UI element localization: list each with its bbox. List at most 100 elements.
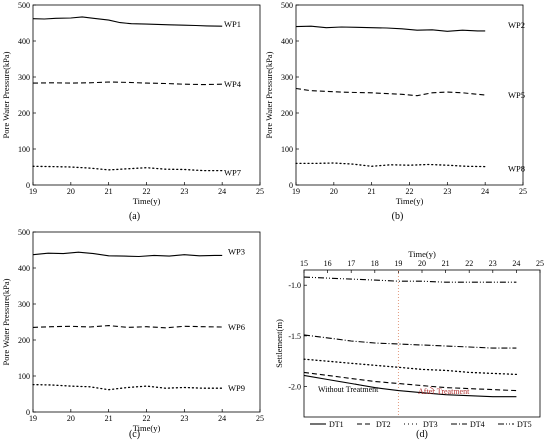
y-tick-label: 100 — [18, 372, 30, 381]
x-axis-label: Time(y) — [133, 196, 161, 206]
y-tick-label: 400 — [18, 264, 30, 273]
y-axis-label: Pore Water Pressure(kPa) — [1, 51, 11, 138]
x-tick-label: 25 — [256, 187, 264, 196]
series-line-wp1 — [32, 16, 223, 27]
series-label-wp7: WP7 — [224, 168, 241, 178]
x-tick-label: 16 — [324, 259, 332, 268]
panel-label: (d) — [416, 429, 428, 440]
legend-label-dt2: DT2 — [376, 420, 391, 429]
x-tick-label: 19 — [394, 259, 402, 268]
x-tick-label: 25 — [256, 414, 264, 423]
y-axis-label: Pore Water Pressure(kPa) — [264, 51, 274, 138]
series-label-wp9: WP9 — [228, 383, 245, 393]
y-tick-label: 200 — [18, 109, 30, 118]
y-tick-label: 300 — [18, 73, 30, 82]
x-tick-label: 23 — [180, 414, 188, 423]
x-tick-label: 21 — [368, 187, 376, 196]
x-tick-label: 21 — [105, 187, 113, 196]
legend: DT1 DT2 DT3 DT4 DT5 — [310, 420, 532, 429]
panel-label: (a) — [129, 211, 140, 222]
y-tick-label: 0 — [26, 181, 30, 190]
plot-frame — [32, 4, 261, 186]
series-line-wp9 — [32, 383, 223, 391]
series-label-wp1: WP1 — [224, 19, 241, 29]
x-tick-label: 22 — [143, 414, 151, 423]
x-tick-label: 24 — [481, 187, 489, 196]
y-tick-label: 0 — [26, 408, 30, 417]
panel-d: 15 16 17 18 19 20 21 22 23 24 25 -1.0 -1.5 -2.0 Time(y… — [274, 249, 544, 440]
y-tick-label: 300 — [18, 300, 30, 309]
legend-label-dt5: DT5 — [517, 420, 532, 429]
y-tick-label: 200 — [18, 336, 30, 345]
annotation-arrow — [354, 383, 364, 386]
legend-label-dt3: DT3 — [423, 420, 438, 429]
y-tick-label: -2.0 — [288, 383, 301, 392]
series-label-wp4: WP4 — [224, 79, 242, 89]
y-tick-label: 400 — [18, 37, 30, 46]
series-label-wp5: WP5 — [508, 90, 525, 100]
x-tick-label: 24 — [512, 259, 520, 268]
series-line-wp3 — [32, 251, 223, 258]
x-tick-label: 24 — [218, 187, 226, 196]
panel-label: (c) — [129, 429, 140, 440]
x-tick-label: 23 — [489, 259, 497, 268]
panel-b: 19 20 21 22 23 24 25 0 100 200 300 400 500 Time(y) Por… — [264, 1, 527, 222]
series-line-wp2 — [295, 25, 486, 32]
series-line-dt5 — [303, 276, 517, 283]
x-axis-label: Time(y) — [408, 249, 436, 259]
y-tick-label: -1.5 — [288, 332, 301, 341]
x-tick-label: 19 — [29, 187, 37, 196]
series-line-dt4 — [303, 334, 517, 349]
y-tick-label: 0 — [289, 181, 293, 190]
legend-label-dt4: DT4 — [470, 420, 485, 429]
y-axis-label: Settlement(m) — [274, 319, 284, 368]
x-tick-label: 20 — [418, 259, 426, 268]
x-tick-label: 23 — [180, 187, 188, 196]
series-line-dt1 — [303, 374, 517, 398]
x-tick-label: 19 — [29, 414, 37, 423]
x-axis-label: Time(y) — [133, 423, 161, 433]
y-tick-label: -1.0 — [288, 281, 301, 290]
x-tick-label: 18 — [371, 259, 379, 268]
series-line-wp5 — [295, 87, 486, 97]
panel-c: 19 20 21 22 23 24 25 0 100 200 300 400 500 Time(y) Por… — [1, 228, 264, 440]
x-tick-label: 25 — [536, 259, 544, 268]
x-tick-label: 23 — [443, 187, 451, 196]
x-tick-label: 15 — [300, 259, 308, 268]
x-tick-label: 22 — [406, 187, 414, 196]
y-tick-label: 500 — [18, 228, 30, 237]
series-line-dt2 — [303, 371, 517, 392]
x-tick-label: 21 — [442, 259, 450, 268]
y-tick-label: 100 — [18, 145, 30, 154]
x-tick-label: 19 — [292, 187, 300, 196]
legend-label-dt1: DT1 — [329, 420, 344, 429]
y-tick-label: 400 — [281, 37, 293, 46]
y-tick-label: 500 — [18, 1, 30, 10]
y-tick-label: 300 — [281, 73, 293, 82]
x-tick-label: 21 — [105, 414, 113, 423]
x-tick-label: 20 — [67, 187, 75, 196]
x-tick-label: 20 — [67, 414, 75, 423]
series-line-wp4 — [32, 81, 223, 86]
series-label-wp6: WP6 — [228, 322, 245, 332]
panel-a: 19 20 21 22 23 24 25 0 100 200 300 400 500 Time(y) Por… — [1, 1, 264, 222]
panel-label: (b) — [392, 211, 404, 222]
x-tick-label: 17 — [347, 259, 355, 268]
x-axis-label: Time(y) — [396, 196, 424, 206]
y-tick-label: 200 — [281, 109, 293, 118]
y-tick-label: 500 — [281, 1, 293, 10]
series-line-wp6 — [32, 325, 223, 329]
x-tick-label: 22 — [143, 187, 151, 196]
y-axis-label: Pore Water Pressure(kPa) — [1, 278, 11, 365]
series-label-wp8: WP8 — [508, 164, 525, 174]
annotation-arrow — [429, 386, 434, 390]
plot-frame — [32, 231, 261, 413]
series-line-wp7 — [32, 165, 223, 172]
y-tick-label: 100 — [281, 145, 293, 154]
x-tick-label: 24 — [218, 414, 226, 423]
series-label-wp2: WP2 — [508, 20, 525, 30]
annotation-after-treatment: After Treatment — [418, 387, 470, 396]
x-tick-label: 25 — [519, 187, 527, 196]
series-line-wp8 — [295, 162, 486, 168]
